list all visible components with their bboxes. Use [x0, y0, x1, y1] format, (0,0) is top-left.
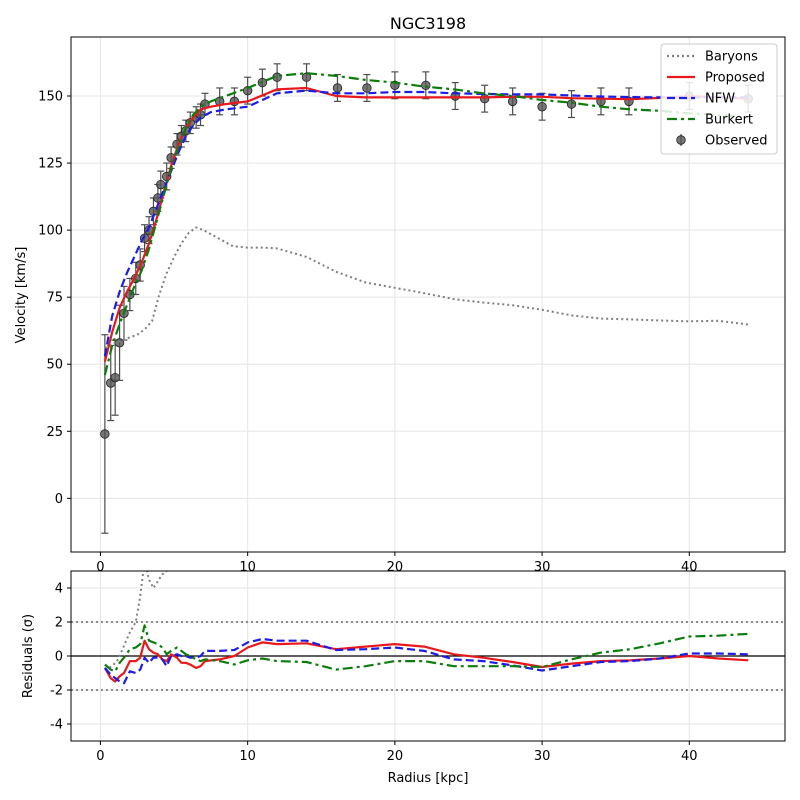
legend-label-baryons: Baryons: [705, 50, 758, 65]
top-y-tick-label: 50: [46, 358, 63, 373]
residuals-plot-area: [71, 571, 785, 691]
y-axis-label: Velocity [km/s]: [14, 247, 29, 344]
residuals-y-tick-label: 2: [55, 616, 63, 631]
residuals-x-tick-label: 20: [387, 749, 404, 764]
top-y-tick-label: 25: [46, 425, 63, 440]
observed-point: [156, 179, 166, 190]
legend-label-nfw: NFW: [705, 92, 735, 107]
residuals-axes: 0 10 20 30 40 -4 -2 0 2 4: [50, 570, 786, 764]
residuals-y-tick-label: -2: [50, 684, 63, 699]
top-x-tick-label: 0: [96, 560, 104, 575]
residuals-series-burkert: [104, 624, 749, 673]
observed-point: [242, 85, 253, 96]
residuals-x-tick-label: 0: [96, 749, 104, 764]
top-series-proposed: [103, 86, 749, 362]
top-y-tick-label: 150: [38, 90, 63, 105]
top-series-nfw: [103, 89, 749, 357]
residuals-y-axis-label: Residuals (σ): [21, 614, 36, 698]
top-y-tick-label: 0: [55, 492, 63, 507]
top-y-tick-label: 100: [38, 224, 63, 239]
observed-point: [479, 93, 490, 104]
legend-label-burkert: Burkert: [705, 113, 753, 128]
residuals-series-nfw: [104, 637, 749, 685]
x-axis-label: Radius [kpc]: [388, 771, 469, 786]
residuals-x-tick-label: 10: [239, 749, 256, 764]
top-series-baryons: [104, 226, 749, 349]
legend-swatch-observed: [676, 135, 686, 145]
observed-point: [301, 72, 312, 82]
residuals-y-tick-label: 0: [55, 650, 63, 665]
top-grid: [71, 37, 785, 552]
legend-label-observed: Observed: [705, 134, 768, 149]
observed-point: [566, 99, 577, 109]
observed-point: [421, 80, 431, 90]
observed-point: [537, 102, 547, 112]
residuals-panel: 0 10 20 30 40 -4 -2 0 2 4 Residuals (σ) Radius [k…: [21, 570, 786, 786]
residuals-y-tick-label: -4: [50, 718, 63, 733]
chart-title: NGC3198: [390, 14, 466, 33]
top-y-tick-label: 75: [46, 291, 63, 306]
top-y-tick-label: 125: [38, 157, 63, 172]
observed-point: [362, 83, 372, 93]
top-series-burkert: [103, 72, 749, 376]
residuals-x-tick-label: 30: [534, 749, 551, 764]
residuals-x-tick-label: 40: [681, 749, 698, 764]
residuals-series-proposed: [103, 639, 749, 683]
top-frame: [70, 36, 786, 553]
observed-point: [507, 96, 518, 107]
observed-point: [332, 83, 343, 93]
residuals-y-tick-label: 4: [55, 582, 63, 597]
legend-label-proposed: Proposed: [705, 71, 765, 86]
legend: Baryons Proposed NFW Burkert Observed: [660, 43, 778, 155]
observed-point: [100, 429, 110, 439]
legend-box: [660, 43, 778, 155]
